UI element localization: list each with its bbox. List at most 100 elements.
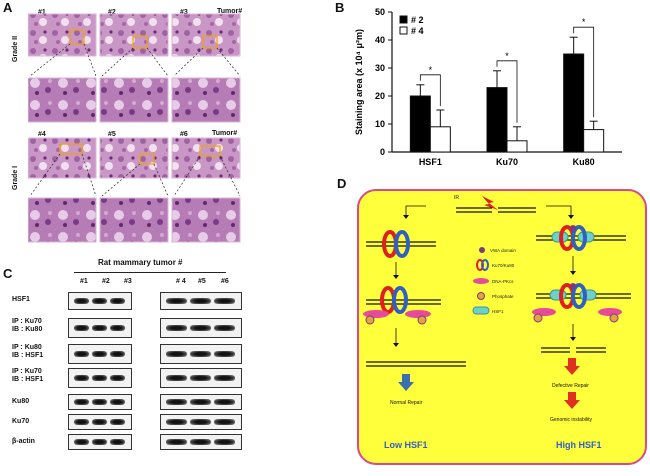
normal-repair-arrow <box>402 374 410 382</box>
blot-row-label-7: β-actin <box>12 438 35 445</box>
blot-panel-7-2 <box>160 434 242 450</box>
vwa-domain-icon <box>479 247 485 253</box>
blot-band <box>92 351 107 357</box>
grade-i-label: Grade I <box>12 165 19 190</box>
bar-Ku80-1 <box>583 129 605 153</box>
tumor-label-1: #1 <box>38 9 46 16</box>
lane-label-2: #2 <box>102 278 110 285</box>
high-hsf1-title: High HSF1 <box>556 440 602 450</box>
blot-row-label-2: IP : Ku70 IB : Ku80 <box>12 318 43 333</box>
blot-band <box>110 375 125 381</box>
histology-image-5 <box>99 137 169 179</box>
legend-label-0: # 2 <box>411 15 424 25</box>
blot-band <box>110 298 125 304</box>
blot-band <box>214 375 235 381</box>
blot-band <box>214 439 235 445</box>
blot-panel-7-1 <box>68 434 132 450</box>
bar-HSF1-1 <box>429 126 451 153</box>
blot-panel-3-1 <box>68 344 132 364</box>
y-tick-label-30: 30 <box>375 63 385 73</box>
genomic-instability-label: Genomic instability <box>550 417 592 423</box>
zoom-box-3 <box>202 35 218 49</box>
blot-band <box>166 351 187 357</box>
histology-zoom-6 <box>171 197 241 243</box>
ir-label: IR <box>454 195 459 201</box>
blot-band <box>190 439 211 445</box>
blot-band <box>214 399 235 405</box>
left-branch-arrow <box>405 205 426 216</box>
blot-row-label-1: HSF1 <box>12 296 30 303</box>
blot-band <box>110 325 125 331</box>
legend-label-1: # 4 <box>411 26 424 36</box>
genomic-instability-arrow <box>568 392 576 400</box>
bar-Ku70-0 <box>486 87 508 153</box>
category-label-HSF1: HSF1 <box>419 157 442 167</box>
blot-panel-3-2 <box>160 344 242 364</box>
ku-hsf1-complex-right-2 <box>532 283 631 323</box>
blot-band <box>74 325 89 331</box>
blot-band <box>110 419 125 425</box>
blot-band <box>74 399 89 405</box>
blot-band <box>190 419 211 425</box>
blot-header-line <box>74 272 226 273</box>
lane-label-6: #6 <box>221 278 229 285</box>
grade-ii-label: Grade II <box>12 35 19 62</box>
blot-band <box>166 298 187 304</box>
tumor-label-5: #5 <box>108 131 116 138</box>
lane-label-3: #3 <box>124 278 132 285</box>
bar-Ku80-0 <box>563 53 585 153</box>
blot-band <box>74 351 89 357</box>
panel-a-letter: A <box>3 0 13 15</box>
y-tick-label-50: 50 <box>375 7 385 17</box>
blot-band <box>190 325 211 331</box>
svg-text:HSF1: HSF1 <box>492 309 504 314</box>
blot-row-label-5: Ku80 <box>12 398 30 405</box>
y-tick-label-10: 10 <box>375 119 385 129</box>
blot-band <box>74 419 89 425</box>
tumor-label-2: #2 <box>108 9 116 16</box>
blot-panel-2-1 <box>68 318 132 338</box>
bar-Ku70-1 <box>506 140 528 153</box>
blot-band <box>214 325 235 331</box>
tumor-header-top: Tumor# <box>217 8 243 15</box>
diagram-legend: VWA domain Ku70/Ku80 DNA-PKcs Phosphate … <box>472 247 516 315</box>
zoom-box-2 <box>132 35 148 49</box>
category-label-Ku80: Ku80 <box>573 157 595 167</box>
blot-band <box>92 375 107 381</box>
blot-row-label-6: Ku70 <box>12 418 30 425</box>
blot-band <box>190 399 211 405</box>
y-tick-label-20: 20 <box>375 91 385 101</box>
zoom-box-5 <box>139 153 155 165</box>
blot-band <box>74 298 89 304</box>
panel-b-letter: B <box>335 0 345 15</box>
blot-band <box>166 375 187 381</box>
svg-text:Ku70/Ku80: Ku70/Ku80 <box>492 263 515 268</box>
lane-label-5: #5 <box>198 278 206 285</box>
blot-band <box>110 399 125 405</box>
blot-panel-4-1 <box>68 368 132 388</box>
blot-row-label-4: IP : Ku70 IB : HSF1 <box>12 368 44 383</box>
significance-star-Ku70: * <box>505 51 509 61</box>
repair-model-diagram: IR Normal Repair VWA domain Ku70/Ku <box>357 189 647 465</box>
significance-bracket-Ku70 <box>496 60 518 123</box>
histology-image-4 <box>28 137 97 179</box>
histology-image-1 <box>28 13 97 57</box>
blot-panel-6-1 <box>68 414 132 430</box>
right-branch-arrow <box>546 205 572 216</box>
ir-lightning-icon <box>482 196 498 210</box>
blot-band <box>166 399 187 405</box>
y-tick-label-0: 0 <box>380 147 385 157</box>
histology-zoom-4 <box>28 197 97 243</box>
panel-c-letter: C <box>3 266 13 281</box>
lane-label-4: # 4 <box>176 278 186 285</box>
blot-panel-5-2 <box>160 394 242 410</box>
significance-star-HSF1: * <box>429 65 433 75</box>
blot-band <box>74 439 89 445</box>
blot-panel-5-1 <box>68 394 132 410</box>
hsf1-icon <box>472 306 490 315</box>
significance-star-Ku80: * <box>582 17 586 27</box>
blot-row-label-3: IP : Ku80 IB : HSF1 <box>12 344 44 359</box>
defective-repair-label: Defective Repair <box>552 383 589 389</box>
tumor-label-6: #6 <box>180 131 188 138</box>
histology-zoom-1 <box>28 77 97 123</box>
